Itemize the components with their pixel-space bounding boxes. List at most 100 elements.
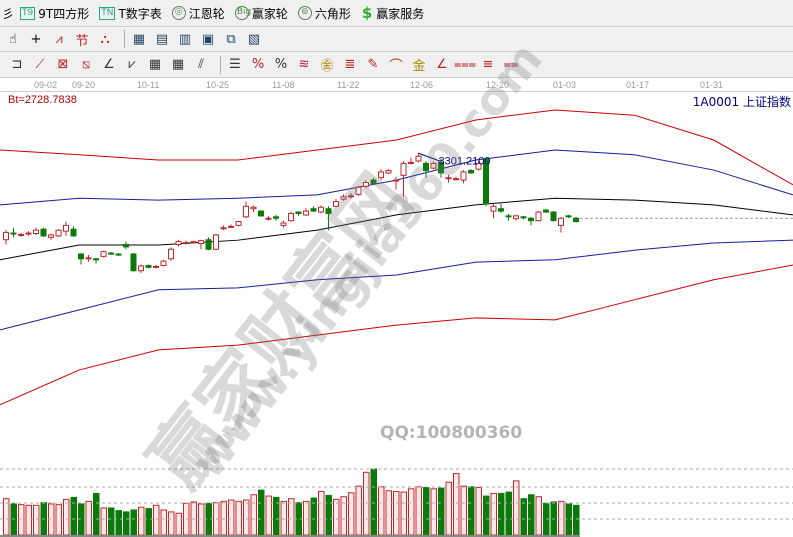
candle-body	[168, 248, 174, 260]
volume-bar	[363, 471, 370, 536]
volume-bar	[483, 495, 490, 536]
candle-body	[243, 205, 249, 218]
fib2-icon[interactable]: ≡	[482, 57, 494, 72]
parallel-icon[interactable]: ⫽	[198, 57, 204, 72]
volume-bar	[505, 491, 512, 536]
fan-icon[interactable]: ⟋	[35, 57, 45, 72]
ruler-icon[interactable]: ☰	[229, 57, 241, 72]
%[interactable]: %	[274, 57, 288, 72]
candle-body	[468, 170, 474, 174]
volume-bar	[265, 495, 272, 536]
crosshair-icon[interactable]: +	[30, 31, 42, 47]
tool-0[interactable]: T9 9T四方形	[20, 5, 89, 22]
drawing-tools-bar: 彡 T9 9T四方形 TN T数字表 ◎ 江恩轮 Big 赢家轮 ⊚ 六角形 $ 赢家服务	[0, 0, 793, 27]
network-icon[interactable]: ⧉	[226, 31, 236, 47]
watermark-qq: QQ:100800360	[380, 423, 523, 443]
tool-label: 江恩轮	[188, 6, 225, 21]
tool-4[interactable]: ⊚ 六角形	[297, 5, 351, 22]
volume-bar	[288, 498, 295, 536]
gold-coin-icon[interactable]: ㊎	[320, 59, 334, 74]
band-lower-blue	[0, 239, 793, 331]
tool-5[interactable]: $ 赢家服务	[361, 5, 424, 22]
volume-bar	[100, 507, 107, 536]
print-icon[interactable]: ▧	[247, 31, 261, 47]
save-icon[interactable]: ▣	[201, 31, 215, 47]
date-tick: 12-06	[410, 80, 434, 90]
golden-arc-icon[interactable]: ⌒	[389, 59, 403, 74]
notes-icon[interactable]: ▥	[178, 31, 192, 47]
tool-icon: T9	[20, 6, 36, 20]
candle-body	[220, 227, 227, 230]
date-tick: 11-22	[337, 80, 360, 90]
date-tick: 12-20	[486, 80, 510, 90]
volume-bar	[490, 492, 497, 536]
tool-label: 赢家轮	[251, 6, 288, 21]
candle-body	[40, 228, 47, 237]
grid-icon[interactable]: ▦	[148, 57, 162, 72]
angle2-icon[interactable]: ∠	[436, 57, 448, 72]
candle-body	[273, 216, 279, 219]
gann-grid-icon[interactable]: ⧅	[81, 57, 91, 72]
fib3-icon[interactable]: ⩵	[503, 57, 519, 72]
candle-body	[10, 232, 17, 235]
candle-body	[303, 210, 309, 216]
candle-body	[280, 222, 287, 226]
tool-icon: ◎	[171, 6, 186, 20]
candle-body	[18, 233, 24, 236]
candle-body	[325, 208, 332, 214]
percent-band-icon[interactable]: ≋	[298, 57, 310, 72]
volume-bar	[138, 506, 145, 536]
hand-icon[interactable]: ☝	[9, 31, 17, 47]
cycle-icon[interactable]: ⛬	[100, 31, 110, 47]
volume-bar	[258, 489, 265, 536]
candle-body	[78, 253, 84, 260]
volume-bar	[535, 496, 542, 536]
percent-line-icon[interactable]: %	[251, 57, 265, 72]
volume-bar	[220, 500, 227, 536]
fib-icon[interactable]: ⩶	[453, 57, 477, 72]
grid2-icon[interactable]: ▦	[171, 57, 185, 72]
gold-icon[interactable]: 金	[412, 59, 426, 74]
volume-bar	[3, 498, 10, 536]
candle-body	[160, 260, 167, 266]
candle-body	[183, 242, 189, 245]
pen-icon[interactable]: ✎	[367, 57, 379, 72]
wave-icon[interactable]: ⩗	[128, 57, 136, 72]
volume-bar	[498, 492, 505, 536]
gann-box-icon[interactable]: ⊠	[57, 57, 69, 72]
volume-bar	[175, 512, 182, 536]
candle-body	[55, 229, 62, 237]
tool-3[interactable]: Big 赢家轮	[234, 5, 288, 22]
date-tick: 01-17	[626, 80, 650, 90]
candle-body	[145, 264, 152, 268]
band-upper-red	[0, 109, 793, 186]
candle-body	[3, 232, 9, 241]
date-tick: 09-20	[72, 80, 96, 90]
tool-icon: TN	[99, 6, 116, 20]
tool-icon: $	[361, 3, 373, 22]
candle-body	[445, 177, 452, 180]
angle-icon[interactable]: ∠	[103, 57, 115, 72]
calendar-icon[interactable]: ▦	[132, 31, 146, 47]
date-tick: 10-11	[137, 80, 160, 90]
volume-bar	[408, 488, 415, 536]
tool-label: 9T四方形	[38, 6, 90, 21]
volume-bar	[108, 507, 115, 536]
candle-body	[520, 216, 527, 219]
calculator-icon[interactable]: ▤	[155, 31, 169, 47]
tool-1[interactable]: TN T数字表	[99, 5, 162, 22]
separator	[220, 55, 221, 74]
volume-bar	[63, 498, 70, 536]
volume-bar	[513, 480, 520, 536]
tool-label: 六角形	[314, 6, 351, 21]
date-tick: 01-03	[553, 80, 577, 90]
volume-bar	[468, 486, 475, 536]
volume-bar	[400, 491, 407, 536]
tool-2[interactable]: ◎ 江恩轮	[171, 5, 225, 22]
line-draw-icon[interactable]: ⩘	[55, 31, 63, 47]
volume-bar	[393, 490, 400, 536]
rect-icon[interactable]: ⊐	[11, 57, 23, 72]
gold-line-icon[interactable]: ≣	[344, 57, 356, 72]
section-icon[interactable]: 节	[75, 33, 89, 49]
